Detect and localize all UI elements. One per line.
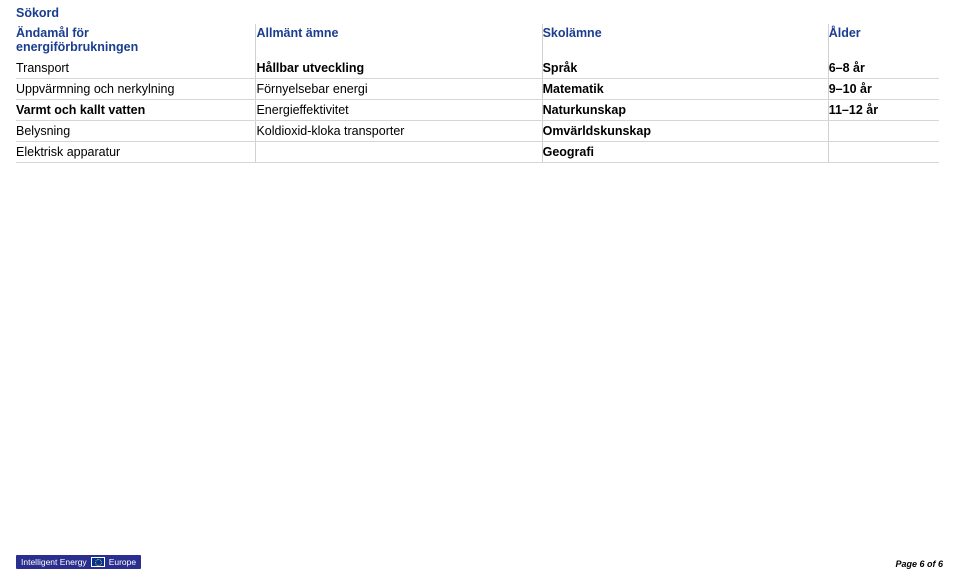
- section-title: Sökord: [16, 6, 939, 20]
- logo-text-1: Intelligent Energy: [21, 557, 87, 567]
- table-cell: [256, 142, 542, 163]
- table-cell: Matematik: [542, 79, 828, 100]
- table-cell: [828, 121, 939, 142]
- table-cell: Hållbar utveckling: [256, 58, 542, 79]
- table-cell: Varmt och kallt vatten: [16, 100, 256, 121]
- page-footer: Intelligent Energy Europe Page 6 of 6: [0, 555, 959, 569]
- table-cell: Naturkunskap: [542, 100, 828, 121]
- table-cell: Koldioxid-kloka transporter: [256, 121, 542, 142]
- table-header-row: Ändamål för energiförbrukningen Allmänt …: [16, 24, 939, 58]
- table-cell: Omvärldskunskap: [542, 121, 828, 142]
- table-cell: [828, 142, 939, 163]
- intelligent-energy-logo: Intelligent Energy Europe: [16, 555, 141, 569]
- header-col1-line1: Ändamål för: [16, 26, 89, 40]
- header-col3: Skolämne: [542, 24, 828, 58]
- table-row: Varmt och kallt vattenEnergieffektivitet…: [16, 100, 939, 121]
- eu-flag-icon: [91, 557, 105, 567]
- table-cell: 11–12 år: [828, 100, 939, 121]
- header-col1: Ändamål för energiförbrukningen: [16, 24, 256, 58]
- logo-text-2: Europe: [109, 557, 136, 567]
- table-cell: Geografi: [542, 142, 828, 163]
- header-col2: Allmänt ämne: [256, 24, 542, 58]
- table-body: TransportHållbar utvecklingSpråk6–8 årUp…: [16, 58, 939, 163]
- table-row: TransportHållbar utvecklingSpråk6–8 år: [16, 58, 939, 79]
- table-cell: Språk: [542, 58, 828, 79]
- table-cell: Uppvärmning och nerkylning: [16, 79, 256, 100]
- table-cell: Förnyelsebar energi: [256, 79, 542, 100]
- header-col4: Ålder: [828, 24, 939, 58]
- table-row: BelysningKoldioxid-kloka transporterOmvä…: [16, 121, 939, 142]
- table-row: Uppvärmning och nerkylningFörnyelsebar e…: [16, 79, 939, 100]
- table-cell: Transport: [16, 58, 256, 79]
- header-col1-line2: energiförbrukningen: [16, 40, 138, 54]
- page-number: Page 6 of 6: [895, 559, 943, 569]
- keywords-table: Ändamål för energiförbrukningen Allmänt …: [16, 24, 939, 163]
- table-cell: Energieffektivitet: [256, 100, 542, 121]
- table-row: Elektrisk apparatur Geografi: [16, 142, 939, 163]
- table-cell: Belysning: [16, 121, 256, 142]
- table-cell: 9–10 år: [828, 79, 939, 100]
- table-cell: 6–8 år: [828, 58, 939, 79]
- table-cell: Elektrisk apparatur: [16, 142, 256, 163]
